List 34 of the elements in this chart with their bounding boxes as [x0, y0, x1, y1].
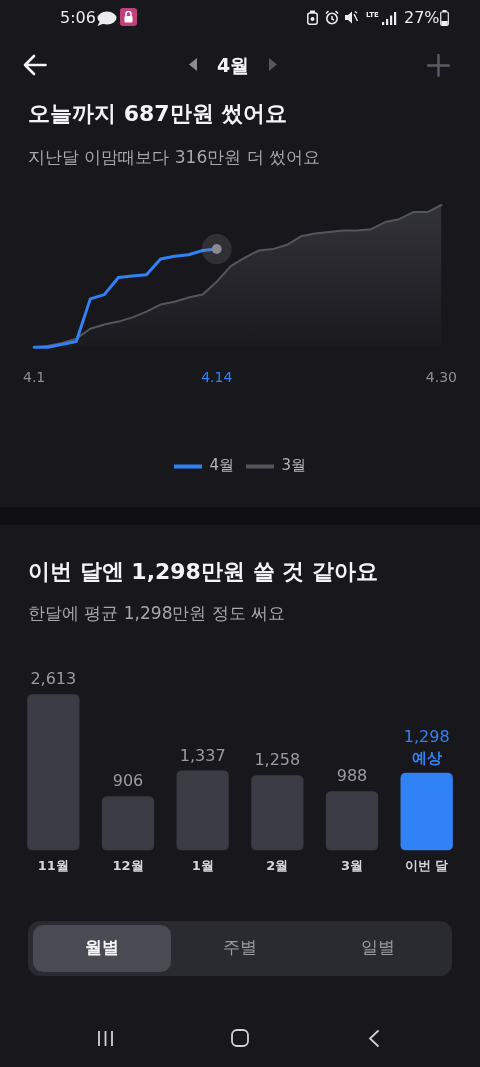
text: 주별	[223, 936, 257, 959]
data-label: 988	[336, 766, 368, 786]
legend-label: 4월	[209, 456, 234, 475]
text: 27%	[404, 8, 440, 27]
text: 월별	[85, 936, 119, 959]
bar	[400, 772, 453, 851]
chart-title: 이번 달엔 1,298만원 쓸 것 같아요	[28, 558, 378, 586]
data-label: 1,258	[254, 750, 301, 770]
x-tick-label: 4.30	[425, 369, 457, 386]
x-tick-label: 1월	[191, 857, 214, 873]
data-label: 906	[112, 771, 144, 791]
x-tick-label: 12월	[112, 857, 144, 873]
bar	[176, 770, 229, 851]
text: 일별	[361, 936, 395, 959]
text: 5:06	[60, 8, 96, 27]
chart-subtitle: 한달에 평균 1,298만원 정도 써요	[28, 602, 286, 624]
x-tick-label: 4.14	[201, 369, 233, 386]
data-label: 1,298	[403, 726, 450, 746]
bar	[27, 694, 80, 851]
chart-title: 오늘까지 687만원 썼어요	[28, 100, 288, 128]
data-label: 2,613	[30, 669, 77, 689]
legend-label: 3월	[281, 456, 307, 475]
x-tick-label: 4.1	[23, 369, 46, 386]
chart-subtitle: 지난달 이맘때보다 316만원 더 썼어요	[28, 146, 321, 168]
bar	[101, 796, 155, 851]
x-tick-label: 이번 달	[404, 857, 449, 873]
x-tick-label: 11월	[37, 857, 69, 873]
annotation: 예상	[411, 749, 442, 768]
data-label: 1,337	[179, 745, 226, 765]
text: 4월	[216, 53, 250, 78]
x-tick-label: 3월	[340, 857, 364, 873]
x-tick-label: 2월	[266, 857, 289, 873]
bar	[251, 775, 304, 851]
bar	[325, 791, 379, 851]
